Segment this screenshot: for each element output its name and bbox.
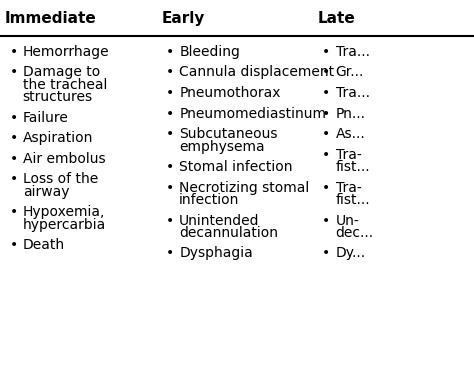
Text: Loss of the: Loss of the	[23, 172, 98, 186]
Text: •: •	[9, 238, 18, 252]
Text: Pneumomediastinum: Pneumomediastinum	[179, 107, 326, 120]
Text: Cannula displacement: Cannula displacement	[179, 65, 334, 79]
Text: Early: Early	[161, 11, 205, 26]
Text: Bleeding: Bleeding	[179, 45, 240, 59]
Text: •: •	[166, 107, 174, 120]
Text: dec...: dec...	[336, 226, 374, 240]
Text: the tracheal: the tracheal	[23, 78, 107, 92]
Text: fist...: fist...	[336, 160, 370, 174]
Text: Tra...: Tra...	[336, 45, 370, 59]
Text: •: •	[322, 45, 330, 59]
Text: •: •	[9, 172, 18, 186]
Text: •: •	[322, 246, 330, 260]
Text: Un-: Un-	[336, 214, 359, 227]
Text: Hemorrhage: Hemorrhage	[23, 45, 109, 59]
Text: Hypoxemia,: Hypoxemia,	[23, 205, 105, 219]
Text: Subcutaneous: Subcutaneous	[179, 127, 278, 141]
Text: •: •	[322, 214, 330, 227]
Text: •: •	[9, 131, 18, 145]
Text: Air embolus: Air embolus	[23, 152, 105, 166]
Text: Death: Death	[23, 238, 65, 252]
Text: •: •	[166, 214, 174, 227]
Text: •: •	[322, 107, 330, 120]
Text: emphysema: emphysema	[179, 140, 265, 153]
Text: Tra-: Tra-	[336, 181, 361, 194]
Text: •: •	[9, 152, 18, 166]
Text: •: •	[322, 181, 330, 194]
Text: Necrotizing stomal: Necrotizing stomal	[179, 181, 310, 194]
Text: •: •	[166, 127, 174, 141]
Text: hypercarbia: hypercarbia	[23, 218, 106, 232]
Text: Gr...: Gr...	[336, 65, 364, 79]
Text: fist...: fist...	[336, 193, 370, 207]
Text: •: •	[166, 160, 174, 174]
Text: •: •	[166, 246, 174, 260]
Text: Stomal infection: Stomal infection	[179, 160, 292, 174]
Text: •: •	[9, 205, 18, 219]
Text: Tra-: Tra-	[336, 148, 361, 162]
Text: Failure: Failure	[23, 111, 69, 125]
Text: •: •	[322, 65, 330, 79]
Text: Tra...: Tra...	[336, 86, 370, 100]
Text: Aspiration: Aspiration	[23, 131, 93, 145]
Text: •: •	[166, 181, 174, 194]
Text: Dysphagia: Dysphagia	[179, 246, 253, 260]
Text: •: •	[9, 45, 18, 59]
Text: •: •	[322, 127, 330, 141]
Text: •: •	[166, 45, 174, 59]
Text: airway: airway	[23, 185, 69, 199]
Text: •: •	[166, 65, 174, 79]
Text: •: •	[9, 111, 18, 125]
Text: •: •	[322, 148, 330, 162]
Text: Pn...: Pn...	[336, 107, 365, 120]
Text: Dy...: Dy...	[336, 246, 366, 260]
Text: structures: structures	[23, 90, 93, 104]
Text: As...: As...	[336, 127, 365, 141]
Text: •: •	[322, 86, 330, 100]
Text: infection: infection	[179, 193, 239, 207]
Text: •: •	[9, 65, 18, 79]
Text: Unintended: Unintended	[179, 214, 260, 227]
Text: Immediate: Immediate	[5, 11, 97, 26]
Text: Pneumothorax: Pneumothorax	[179, 86, 281, 100]
Text: decannulation: decannulation	[179, 226, 278, 240]
Text: •: •	[166, 86, 174, 100]
Text: Late: Late	[318, 11, 356, 26]
Text: Damage to: Damage to	[23, 65, 100, 79]
